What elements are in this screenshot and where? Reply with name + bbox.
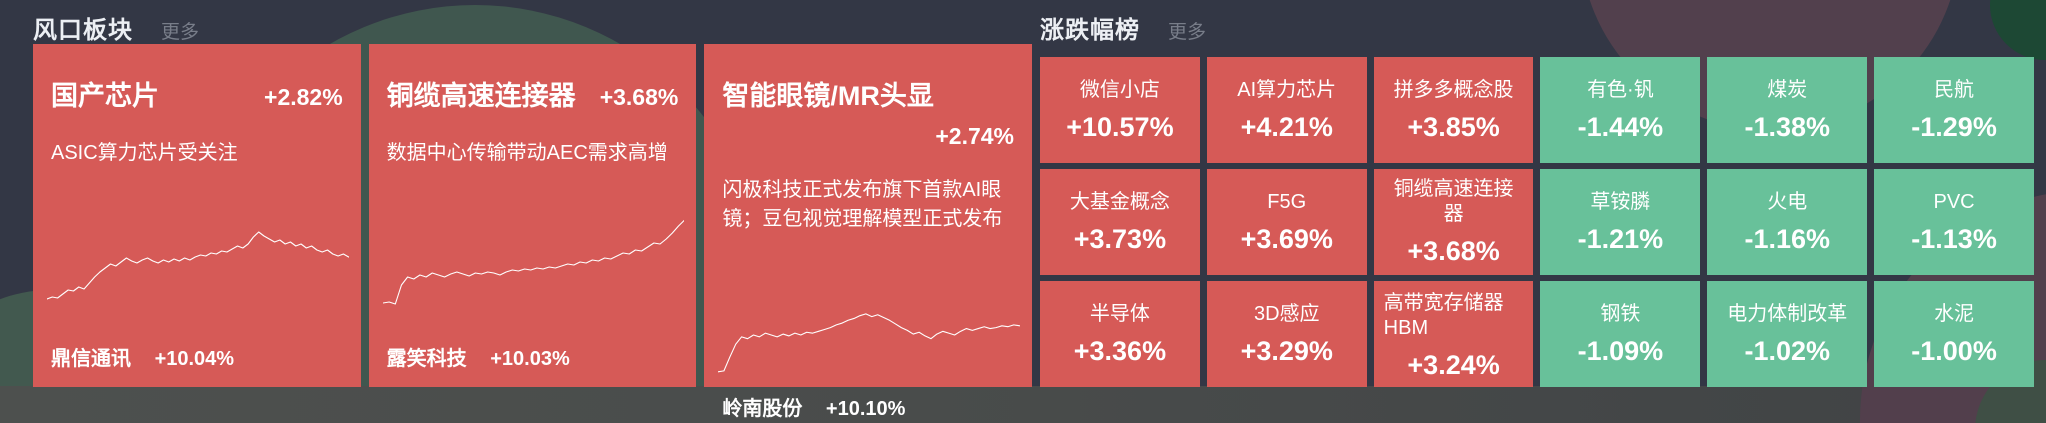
tile-sector-change: -1.16%	[1744, 223, 1831, 254]
sector-card-smart-glasses[interactable]: 智能眼镜/MR头显 +2.74% 闪极科技正式发布旗下首款AI眼镜；豆包视觉理解…	[704, 44, 1033, 420]
card-title-row: 智能眼镜/MR头显	[722, 74, 1014, 113]
rank-tile[interactable]: 电力体制改革 -1.02%	[1707, 281, 1868, 387]
rank-tile[interactable]: 微信小店 +10.57%	[1040, 57, 1200, 163]
hot-sectors-title: 风口板块	[33, 17, 133, 44]
tile-sector-change: +3.85%	[1407, 111, 1500, 142]
deco-circle-green-corner	[1990, 0, 2046, 60]
rank-tile[interactable]: 水泥 -1.00%	[1874, 281, 2034, 387]
ranking-title: 涨跌幅榜	[1040, 17, 1140, 44]
tile-sector-change: -1.00%	[1911, 335, 1997, 366]
stock-change: +10.04%	[154, 348, 235, 370]
tile-sector-change: +4.21%	[1240, 111, 1333, 142]
rank-tile[interactable]: AI算力芯片 +4.21%	[1206, 57, 1367, 163]
card-title-row: 国产芯片 +2.82%	[51, 74, 343, 113]
rank-tile[interactable]: 民航 -1.29%	[1874, 57, 2034, 163]
tile-sector-change: +3.69%	[1240, 223, 1333, 254]
rank-tile[interactable]: 煤炭 -1.38%	[1707, 57, 1868, 163]
tile-sector-change: -1.44%	[1577, 111, 1664, 142]
hot-sector-cards: 国产芯片 +2.82% ASIC算力芯片受关注 鼎信通讯 +10.04% 铜缆高…	[33, 44, 1033, 420]
rank-tile[interactable]: F5G +3.69%	[1206, 169, 1367, 275]
tile-sector-name: 3D感应	[1253, 302, 1320, 325]
mini-trend-chart	[383, 215, 685, 315]
tile-sector-change: +3.68%	[1407, 236, 1500, 266]
rank-tile[interactable]: 高带宽存储器HBM +3.24%	[1373, 281, 1534, 387]
sector-card-domestic-chips[interactable]: 国产芯片 +2.82% ASIC算力芯片受关注 鼎信通讯 +10.04%	[33, 44, 361, 387]
rank-tile[interactable]: 钢铁 -1.09%	[1540, 281, 1701, 387]
tile-sector-change: -1.21%	[1577, 223, 1664, 254]
leading-stock: 岭南股份 +10.10%	[722, 392, 905, 421]
tile-sector-change: -1.38%	[1744, 111, 1831, 142]
tile-sector-name: 民航	[1934, 78, 1975, 101]
sector-name: 铜缆高速连接器	[386, 81, 576, 111]
rank-tile[interactable]: 半导体 +3.36%	[1040, 281, 1200, 387]
sector-name: 国产芯片	[51, 81, 159, 111]
rank-tile[interactable]: 火电 -1.16%	[1707, 169, 1868, 275]
sector-change: +3.68%	[599, 84, 679, 110]
tile-sector-name: 电力体制改革	[1727, 302, 1848, 325]
stock-name: 鼎信通讯	[51, 348, 131, 370]
tile-sector-name: 铜缆高速连接器	[1393, 178, 1514, 225]
ranking-grid: 微信小店 +10.57% AI算力芯片 +4.21% 拼多多概念股 +3.85%…	[1040, 57, 2034, 387]
mini-trend-chart	[718, 289, 1020, 381]
mini-trend-chart	[47, 215, 349, 315]
leading-stock: 鼎信通讯 +10.04%	[51, 342, 234, 371]
hot-sectors-more-link[interactable]: 更多	[161, 22, 200, 43]
tile-sector-change: +3.36%	[1073, 335, 1167, 366]
rank-tile[interactable]: 草铵膦 -1.21%	[1540, 169, 1701, 275]
rank-tile[interactable]: 大基金概念 +3.73%	[1040, 169, 1200, 275]
tile-sector-name: F5G	[1267, 190, 1307, 213]
tile-sector-change: +10.57%	[1066, 111, 1174, 142]
sector-news: 闪极科技正式发布旗下首款AI眼镜；豆包视觉理解模型正式发布	[722, 179, 1003, 230]
tile-sector-name: 煤炭	[1767, 78, 1808, 101]
card-title-row: 铜缆高速连接器 +3.68%	[387, 74, 679, 113]
sector-name: 智能眼镜/MR头显	[722, 81, 934, 111]
sector-card-copper-connectors[interactable]: 铜缆高速连接器 +3.68% 数据中心传输带动AEC需求高增 露笑科技 +10.…	[368, 44, 697, 387]
leading-stock: 露笑科技 +10.03%	[387, 342, 570, 371]
tile-sector-name: 半导体	[1089, 302, 1150, 325]
rank-tile[interactable]: PVC -1.13%	[1874, 169, 2034, 275]
tile-sector-change: +3.29%	[1240, 335, 1333, 366]
tile-sector-name: 火电	[1767, 190, 1808, 213]
stock-change: +10.10%	[825, 398, 906, 420]
rank-tile[interactable]: 3D感应 +3.29%	[1206, 281, 1367, 387]
rank-tile[interactable]: 拼多多概念股 +3.85%	[1373, 57, 1534, 163]
tile-sector-name: 水泥	[1934, 302, 1975, 325]
tile-sector-change: -1.09%	[1577, 335, 1664, 366]
tile-sector-name: 有色·钒	[1587, 78, 1654, 101]
tile-sector-change: -1.02%	[1744, 335, 1831, 366]
ranking-header: 涨跌幅榜 更多	[1040, 10, 1206, 45]
tile-sector-name: 大基金概念	[1069, 190, 1170, 213]
stock-name: 露笑科技	[386, 348, 467, 370]
tile-sector-name: 微信小店	[1079, 78, 1160, 101]
tile-sector-change: +3.24%	[1407, 350, 1500, 380]
sector-news: ASIC算力芯片受关注	[51, 142, 238, 164]
hot-sectors-header: 风口板块 更多	[33, 10, 199, 45]
sector-news: 数据中心传输带动AEC需求高增	[386, 142, 668, 164]
tile-sector-change: -1.13%	[1911, 223, 1997, 254]
ranking-more-link[interactable]: 更多	[1168, 22, 1207, 43]
deco-bottom-strip	[0, 386, 2046, 423]
tile-sector-name: 草铵膦	[1590, 190, 1651, 213]
tile-sector-name: 拼多多概念股	[1393, 78, 1514, 101]
tile-sector-name: PVC	[1933, 190, 1975, 213]
sector-change: +2.82%	[264, 84, 343, 110]
stock-change: +10.03%	[490, 348, 570, 370]
tile-sector-name: 钢铁	[1600, 302, 1641, 325]
sector-change: +2.74%	[935, 123, 1015, 149]
rank-tile[interactable]: 有色·钒 -1.44%	[1540, 57, 1701, 163]
tile-sector-name: 高带宽存储器HBM	[1383, 292, 1504, 339]
tile-sector-change: -1.29%	[1911, 111, 1997, 142]
stock-name: 岭南股份	[722, 398, 803, 420]
tile-sector-change: +3.73%	[1073, 223, 1167, 254]
rank-tile[interactable]: 铜缆高速连接器 +3.68%	[1373, 169, 1534, 275]
tile-sector-name: AI算力芯片	[1237, 78, 1337, 101]
